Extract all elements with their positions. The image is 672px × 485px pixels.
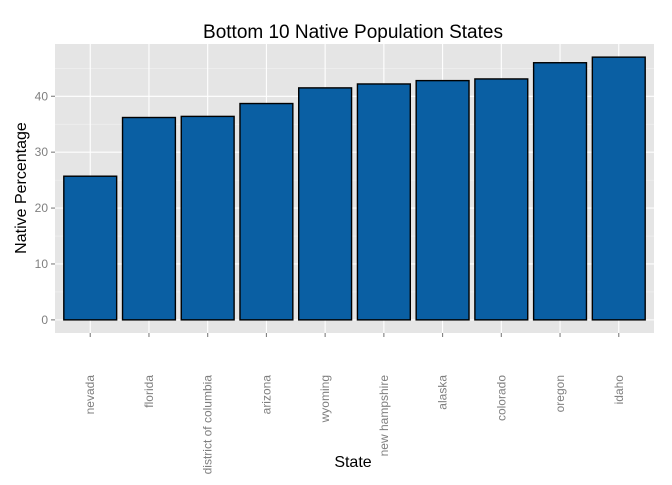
bar: [298, 87, 353, 321]
y-tick-label: 0: [41, 313, 48, 327]
bar: [415, 79, 470, 321]
y-axis-title: Native Percentage: [13, 122, 30, 254]
y-tick-label: 20: [35, 201, 49, 215]
x-tick-label: oregon: [553, 375, 567, 412]
x-axis-title: State: [334, 454, 371, 471]
y-tick-label: 10: [35, 257, 49, 271]
x-tick-label: colorado: [494, 375, 508, 421]
bar: [239, 102, 294, 321]
x-tick-label: arizona: [259, 375, 273, 415]
bar: [63, 175, 118, 321]
x-tick-label: nevada: [83, 375, 97, 415]
x-tick-label: florida: [142, 375, 156, 408]
bar: [532, 62, 588, 321]
y-tick-label: 40: [35, 89, 49, 103]
bars: [63, 56, 646, 321]
bar: [180, 115, 235, 321]
bar: [356, 83, 411, 321]
x-tick-label: idaho: [612, 375, 626, 405]
x-tick-label: alaska: [436, 375, 450, 410]
x-axis: nevada florida district of columbia arizona…: [83, 333, 626, 474]
y-tick-label: 30: [35, 145, 49, 159]
bar: [591, 56, 646, 321]
chart-title: Bottom 10 Native Population States: [203, 22, 503, 43]
x-tick-label: new hampshire: [377, 375, 391, 457]
x-tick-label: district of columbia: [201, 375, 215, 475]
bar: [474, 78, 529, 321]
y-axis: 0 10 20 30 40: [35, 89, 55, 327]
bar: [121, 116, 177, 321]
x-tick-label: wyoming: [318, 375, 332, 423]
